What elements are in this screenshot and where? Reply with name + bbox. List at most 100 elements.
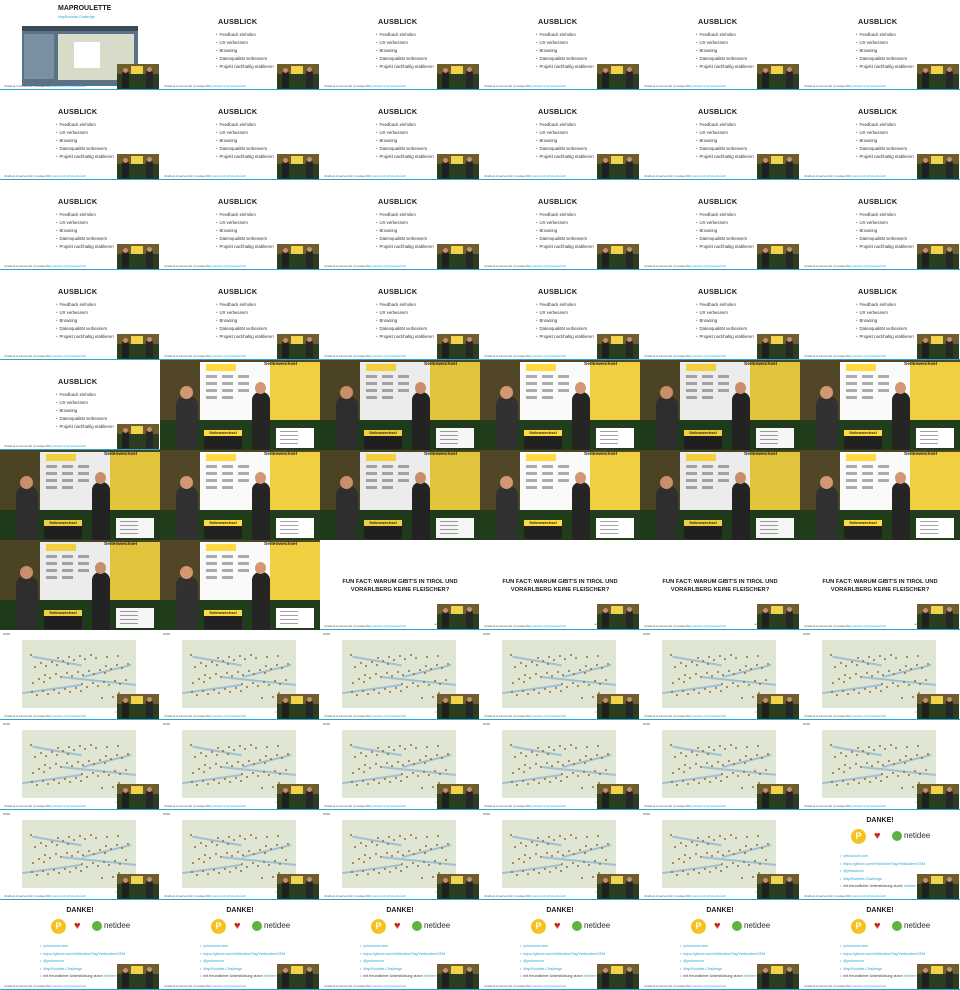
slide-thumbnail-ausblick[interactable]: AUSBLICK • Feedback einholen • UX verbessern…	[0, 180, 160, 270]
slide-thumbnail-map[interactable]: ⌃ Vorarlberg im Lauf der Zeit | Linuxtage…	[320, 720, 480, 810]
footer-link[interactable]: yetanother.org	[531, 895, 548, 898]
footer-handle[interactable]: @Yetanotherstuff	[547, 175, 566, 178]
footer-handle[interactable]: @Yetanotherstuff	[547, 715, 566, 718]
link-item[interactable]: • https://github.com/YetAnotherTag/YetAno…	[680, 951, 765, 959]
footer-link[interactable]: yetanother.org	[691, 715, 708, 718]
up-arrow-icon[interactable]: ⌃	[433, 801, 438, 807]
link-text[interactable]: @yetowcom	[843, 959, 864, 963]
slide-thumbnail-map[interactable]: ⌃ Vorarlberg im Lauf der Zeit | Linuxtage…	[160, 810, 320, 900]
slide-thumbnail-danke[interactable]: DANKE! P ♥ netidee • yetowcom.com • https://git…	[320, 900, 480, 990]
footer-handle[interactable]: @Yetanotherstuff	[67, 265, 86, 268]
link-text[interactable]: https://github.com/YetAnotherTag/YetAnot…	[843, 861, 926, 866]
link-text[interactable]: yetowcom.com	[43, 944, 68, 948]
slide-thumbnail-danke[interactable]: DANKE! P ♥ netidee • yetowcom.com • https://git…	[0, 900, 160, 990]
up-arrow-icon[interactable]: ⌃	[753, 711, 758, 717]
link-text[interactable]: https://github.com/YetAnotherTag/YetAnot…	[43, 951, 126, 956]
link-text[interactable]: https://github.com/YetAnotherTag/YetAnot…	[523, 951, 606, 956]
footer-link[interactable]: yetanother.org	[211, 985, 228, 988]
link-item[interactable]: • https://github.com/YetAnotherTag/YetAno…	[360, 951, 445, 959]
slide-thumbnail-ausblick[interactable]: AUSBLICK • Feedback einholen • UX verbessern…	[800, 180, 960, 270]
slide-thumbnail-map[interactable]: ⌃ Vorarlberg im Lauf der Zeit | Linuxtage…	[480, 810, 640, 900]
slide-thumbnail-ausblick[interactable]: AUSBLICK • Feedback einholen • UX verbessern…	[0, 270, 160, 360]
slide-thumbnail-maproulette[interactable]: MAPROULETTE MapRoulette-Challenge Vorarlbe…	[0, 0, 160, 90]
footer-link[interactable]: yetanother.org	[371, 265, 388, 268]
slide-thumbnail-funfact[interactable]: FUN FACT: WARUM GIBT'S IN TIROL UND VORA…	[480, 540, 640, 630]
link-item[interactable]: • yetowcom.com	[360, 943, 445, 951]
footer-handle[interactable]: @Yetanotherstuff	[547, 85, 566, 88]
footer-link[interactable]: yetanother.org	[851, 175, 868, 178]
slide-thumbnail-map[interactable]: ⌃ Vorarlberg im Lauf der Zeit | Linuxtage…	[160, 720, 320, 810]
slide-thumbnail-map[interactable]: ⌃ Vorarlberg im Lauf der Zeit | Linuxtage…	[0, 810, 160, 900]
footer-link[interactable]: yetanother.org	[371, 805, 388, 808]
slide-thumbnail-map[interactable]: ⌃ Vorarlberg im Lauf der Zeit | Linuxtage…	[480, 630, 640, 720]
slide-thumbnail-ausblick[interactable]: AUSBLICK • Feedback einholen • UX verbessern…	[320, 0, 480, 90]
link-item[interactable]: • https://github.com/YetAnotherTag/YetAno…	[840, 861, 925, 869]
footer-link[interactable]: yetanother.org	[851, 985, 868, 988]
down-arrow-icon[interactable]: ⌄	[752, 621, 758, 627]
slide-thumbnail-photo[interactable]: Seitenwechsel Seitenwechsel	[480, 450, 640, 540]
footer-handle[interactable]: @Yetanotherstuff	[67, 355, 86, 358]
down-arrow-icon[interactable]: ⌄	[912, 621, 918, 627]
link-item[interactable]: • https://github.com/YetAnotherTag/YetAno…	[520, 951, 605, 959]
up-arrow-icon[interactable]: ⌃	[113, 801, 118, 807]
footer-link[interactable]: yetanother.org	[691, 985, 708, 988]
slide-thumbnail-ausblick[interactable]: AUSBLICK • Feedback einholen • UX verbessern…	[320, 180, 480, 270]
link-text[interactable]: https://github.com/YetAnotherTag/YetAnot…	[203, 951, 286, 956]
footer-link[interactable]: yetanother.org	[531, 625, 548, 628]
up-arrow-icon[interactable]: ⌃	[433, 891, 438, 897]
footer-link[interactable]: yetanother.org	[51, 265, 68, 268]
footer-link[interactable]: yetanother.org	[51, 805, 68, 808]
link-text[interactable]: MapRoulette-Challenge	[523, 966, 563, 971]
slide-thumbnail-photo[interactable]: Seitenwechsel Seitenwechsel	[800, 360, 960, 450]
support-org-link[interactable]: netidee	[743, 974, 756, 978]
footer-handle[interactable]: @Yetanotherstuff	[227, 895, 246, 898]
up-arrow-icon[interactable]: ⌃	[273, 711, 278, 717]
footer-handle[interactable]: @Yetanotherstuff	[387, 175, 406, 178]
footer-link[interactable]: yetanother.org	[371, 625, 388, 628]
footer-handle[interactable]: @Yetanotherstuff	[867, 625, 886, 628]
link-item[interactable]: • yetowcom.com	[840, 943, 925, 951]
up-arrow-icon[interactable]: ⌃	[113, 711, 118, 717]
footer-link[interactable]: yetanother.org	[691, 265, 708, 268]
link-text[interactable]: yetowcom.com	[843, 854, 868, 858]
slide-thumbnail-ausblick[interactable]: AUSBLICK • Feedback einholen • UX verbessern…	[160, 90, 320, 180]
footer-link[interactable]: yetanother.org	[691, 625, 708, 628]
slide-thumbnail-ausblick[interactable]: AUSBLICK • Feedback einholen • UX verbessern…	[480, 270, 640, 360]
link-item[interactable]: • MapRoulette-Challenge	[40, 966, 125, 974]
link-item[interactable]: • yetowcom.com	[840, 853, 925, 861]
link-text[interactable]: MapRoulette-Challenge	[843, 876, 883, 881]
footer-link[interactable]: yetanother.org	[851, 265, 868, 268]
slide-thumbnail-photo[interactable]: Seitenwechsel Seitenwechsel	[0, 450, 160, 540]
link-item[interactable]: • @yetowcom	[520, 958, 605, 966]
footer-link[interactable]: yetanother.org	[531, 175, 548, 178]
slide-thumbnail-ausblick[interactable]: AUSBLICK • Feedback einholen • UX verbessern…	[640, 180, 800, 270]
link-text[interactable]: MapRoulette-Challenge	[843, 966, 883, 971]
footer-handle[interactable]: @Yetanotherstuff	[67, 805, 86, 808]
footer-handle[interactable]: @Yetanotherstuff	[67, 445, 86, 448]
slide-thumbnail-danke[interactable]: DANKE! P ♥ netidee • yetowcom.com • https://git…	[800, 810, 960, 900]
footer-link[interactable]: yetanother.org	[211, 715, 228, 718]
slide-thumbnail-photo[interactable]: Seitenwechsel Seitenwechsel	[480, 360, 640, 450]
link-text[interactable]: MapRoulette-Challenge	[363, 966, 403, 971]
down-arrow-icon[interactable]: ⌄	[432, 621, 438, 627]
support-org-link[interactable]: netidee	[583, 974, 596, 978]
up-arrow-icon[interactable]: ⌃	[593, 891, 598, 897]
footer-link[interactable]: yetanother.org	[371, 175, 388, 178]
link-item[interactable]: • @yetowcom	[360, 958, 445, 966]
footer-link[interactable]: yetanother.org	[851, 805, 868, 808]
footer-handle[interactable]: @Yetanotherstuff	[387, 355, 406, 358]
support-org-link[interactable]: netidee	[103, 974, 116, 978]
link-text[interactable]: @yetowcom	[203, 959, 224, 963]
footer-link[interactable]: yetanother.org	[371, 895, 388, 898]
link-item[interactable]: • https://github.com/YetAnotherTag/YetAno…	[840, 951, 925, 959]
slide-thumbnail-ausblick[interactable]: AUSBLICK • Feedback einholen • UX verbessern…	[640, 90, 800, 180]
link-item[interactable]: • yetowcom.com	[520, 943, 605, 951]
slide-thumbnail-ausblick[interactable]: AUSBLICK • Feedback einholen • UX verbessern…	[800, 90, 960, 180]
footer-handle[interactable]: @Yetanotherstuff	[707, 265, 726, 268]
footer-handle[interactable]: @Yetanotherstuff	[67, 175, 86, 178]
link-text[interactable]: yetowcom.com	[683, 944, 708, 948]
slide-subtitle-link[interactable]: MapRoulette-Challenge	[58, 15, 95, 19]
up-arrow-icon[interactable]: ⌃	[753, 801, 758, 807]
link-text[interactable]: @yetowcom	[683, 959, 704, 963]
slide-thumbnail-photo[interactable]: Seitenwechsel Seitenwechsel	[320, 360, 480, 450]
